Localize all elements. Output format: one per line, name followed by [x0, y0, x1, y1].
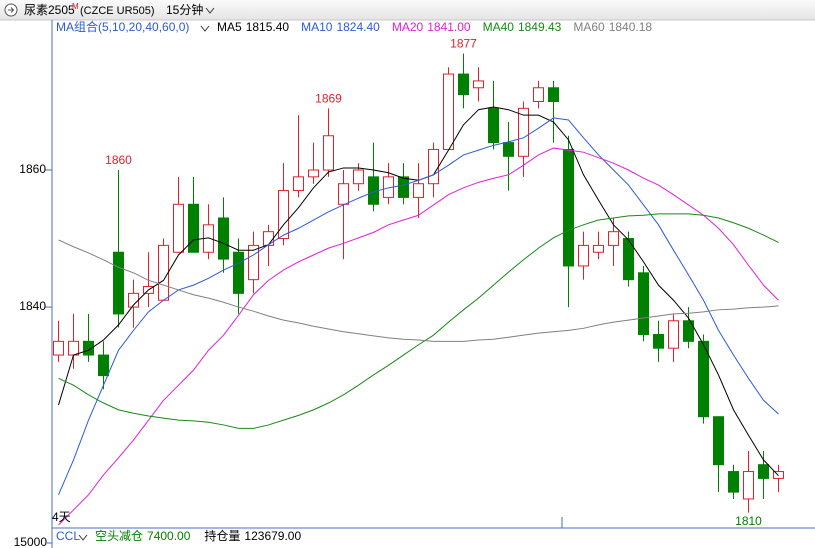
candle-body [728, 471, 739, 493]
candle-body [323, 135, 334, 171]
candle-body [608, 231, 619, 246]
indicator-value: 123679.00 [244, 529, 301, 543]
candle-body [278, 190, 289, 240]
price-annotation: 1860 [105, 153, 132, 167]
candle-body [443, 73, 454, 150]
price-annotation: 1869 [315, 92, 342, 106]
legend-value: 1815.40 [246, 20, 290, 34]
title-bar [0, 0, 815, 20]
legend-name: MA40 [483, 20, 515, 34]
candle-body [503, 142, 514, 157]
candle-body [68, 340, 79, 356]
candle-body [353, 169, 364, 185]
candle-body [623, 238, 634, 281]
symbol-name[interactable]: 尿素2505 [24, 3, 75, 17]
y-tick-label: 1860 [19, 162, 46, 176]
indicator-label: 持仓量 [204, 528, 240, 543]
legend-name: MA10 [301, 20, 333, 34]
candle-body [548, 87, 559, 102]
indicator-dropdown-arrow[interactable] [78, 534, 88, 541]
day-label: 4天 [52, 510, 71, 524]
ma-line [58, 147, 779, 526]
legend-value: 1849.43 [518, 20, 562, 34]
candle-body [533, 87, 544, 102]
legend-value: 1824.40 [336, 20, 380, 34]
candle-body [713, 416, 724, 466]
candle-body [218, 217, 229, 260]
symbol-badge: M [72, 2, 79, 11]
candle-body [98, 354, 109, 377]
candle-body [578, 244, 589, 267]
y-tick-label: 1840 [19, 299, 46, 313]
candle-body [593, 244, 604, 253]
legend-name: MA5 [217, 20, 242, 34]
symbol-icon[interactable] [4, 3, 18, 17]
candle-body [248, 244, 259, 281]
candle-body [683, 320, 694, 342]
candle-body [488, 107, 499, 144]
symbol-code: (CZCE UR505) [80, 5, 155, 17]
candle-body [233, 251, 244, 294]
legend: MA5 1815.40 MA10 1824.40 MA20 1841.00 MA40 1849… [217, 20, 652, 34]
indicator-value: 7400.00 [147, 529, 191, 543]
candle-body [53, 340, 64, 356]
candle-body [83, 340, 94, 356]
candle-body [413, 183, 424, 198]
candle-body [158, 244, 169, 301]
plot-area [53, 53, 784, 526]
candle-body [743, 471, 754, 500]
legend-name: MA20 [392, 20, 424, 34]
period-selector[interactable]: 15分钟 [166, 2, 203, 17]
ma-group-selector[interactable]: MA组合(5,10,20,40,60,0) [56, 19, 189, 34]
ma-dropdown-arrow[interactable] [200, 25, 210, 32]
legend-value: 1841.00 [427, 20, 471, 34]
indicator-selector[interactable]: CCL [56, 529, 80, 543]
candle-body [653, 333, 664, 349]
y-axis-ticks: 1840 1860 [19, 162, 52, 313]
candle-body [308, 169, 319, 178]
indicator-legend: 空头减仓 7400.00 持仓量 123679.00 15000 [14, 528, 302, 548]
candle-body [698, 340, 709, 418]
candle-body [758, 464, 769, 479]
candle-body [638, 272, 649, 335]
candle-body [263, 231, 274, 246]
candle-body [113, 251, 124, 315]
indicator-y-tick-label: 15000 [14, 535, 48, 548]
price-annotation: 1877 [450, 37, 477, 51]
candle-body [458, 73, 469, 96]
candle-body [668, 320, 679, 349]
candle-body [338, 183, 349, 205]
candle-body [428, 148, 439, 185]
candle-body [563, 148, 574, 267]
candle-body [293, 176, 304, 192]
candle-body [473, 80, 484, 89]
legend-value: 1840.18 [609, 20, 653, 34]
candle-body [398, 176, 409, 198]
price-annotation: 1810 [735, 514, 762, 528]
legend-name: MA60 [573, 20, 605, 34]
ma-line [58, 239, 779, 342]
candle-body [188, 203, 199, 253]
candle-body [173, 203, 184, 253]
period-dropdown-arrow[interactable] [205, 7, 215, 14]
ma-line [58, 213, 779, 429]
candle-body [518, 107, 529, 157]
indicator-label: 空头减仓 [95, 529, 143, 543]
